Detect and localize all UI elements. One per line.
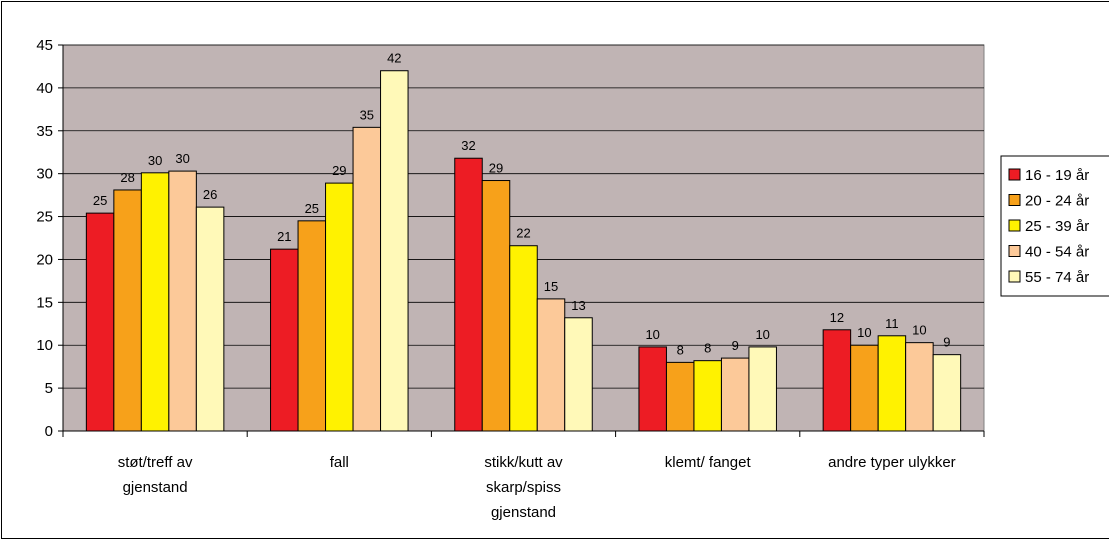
bar — [748, 346, 777, 432]
data-label: 10 — [857, 325, 871, 340]
data-label: 9 — [943, 335, 950, 350]
data-label: 9 — [732, 338, 739, 353]
data-label: 29 — [332, 163, 346, 178]
legend-swatch — [1008, 270, 1021, 283]
x-category-label: stikk/kutt av — [484, 454, 563, 471]
legend-label: 55 - 74 år — [1025, 269, 1089, 286]
bar — [905, 342, 934, 432]
bar — [85, 212, 115, 432]
x-category-label: fall — [330, 454, 349, 471]
legend-label: 25 - 39 år — [1025, 218, 1089, 235]
legend-swatch — [1008, 194, 1021, 206]
data-label: 32 — [461, 138, 475, 153]
data-label: 13 — [571, 298, 585, 313]
legend-swatch — [1008, 245, 1021, 257]
bar — [536, 298, 566, 432]
data-label: 21 — [277, 229, 291, 244]
bar — [140, 172, 170, 432]
bar — [638, 346, 667, 432]
bar — [454, 157, 483, 432]
y-tick-label: 0 — [45, 423, 53, 440]
bar — [720, 357, 750, 432]
bar — [195, 206, 225, 432]
data-label: 10 — [912, 323, 926, 338]
y-tick-label: 45 — [36, 37, 53, 54]
legend-swatch — [1008, 168, 1021, 181]
data-label: 11 — [885, 316, 899, 331]
bar — [877, 335, 907, 432]
y-tick-label: 15 — [36, 294, 53, 311]
y-tick-label: 20 — [36, 251, 53, 268]
data-label: 10 — [645, 327, 659, 342]
y-tick-label: 10 — [36, 337, 53, 354]
data-label: 26 — [203, 187, 217, 202]
data-label: 10 — [755, 327, 769, 342]
x-category-label: klemt/ fanget — [665, 454, 752, 471]
x-category-label: andre typer ulykker — [828, 454, 956, 471]
data-label: 12 — [830, 310, 844, 325]
x-category-label: gjenstand — [123, 479, 188, 496]
data-label: 29 — [489, 161, 503, 176]
bar — [509, 245, 538, 432]
data-label: 8 — [704, 341, 711, 356]
data-label: 8 — [677, 342, 684, 357]
data-label: 35 — [360, 107, 374, 122]
y-tick-label: 30 — [36, 166, 53, 183]
data-label: 25 — [305, 201, 319, 216]
y-tick-label: 35 — [36, 123, 53, 140]
data-label: 30 — [175, 151, 189, 166]
legend-label: 16 - 19 år — [1025, 167, 1089, 184]
bar — [380, 70, 409, 432]
bar — [113, 189, 142, 432]
data-label: 30 — [148, 153, 162, 168]
bar — [168, 170, 197, 432]
bar — [270, 248, 299, 432]
bar — [481, 180, 511, 432]
bar — [325, 182, 354, 432]
y-tick-label: 40 — [36, 80, 53, 97]
bar — [297, 220, 327, 432]
legend-swatch — [1008, 219, 1021, 232]
legend-label: 20 - 24 år — [1025, 193, 1089, 210]
bar — [850, 344, 879, 432]
data-label: 28 — [120, 170, 134, 185]
bar — [352, 126, 382, 432]
x-category-label: gjenstand — [491, 504, 556, 521]
legend-label: 40 - 54 år — [1025, 244, 1089, 261]
x-category-label: skarp/spiss — [486, 479, 561, 496]
data-label: 25 — [93, 193, 107, 208]
data-label: 42 — [387, 51, 401, 66]
x-category-label: støt/treff av — [118, 454, 193, 471]
bar — [665, 361, 695, 432]
bar — [822, 329, 852, 432]
data-label: 15 — [544, 279, 558, 294]
bar — [564, 317, 593, 432]
y-tick-label: 5 — [45, 380, 53, 397]
bar — [932, 354, 962, 432]
bar — [693, 360, 722, 432]
y-tick-label: 25 — [36, 209, 53, 226]
data-label: 22 — [516, 226, 530, 241]
